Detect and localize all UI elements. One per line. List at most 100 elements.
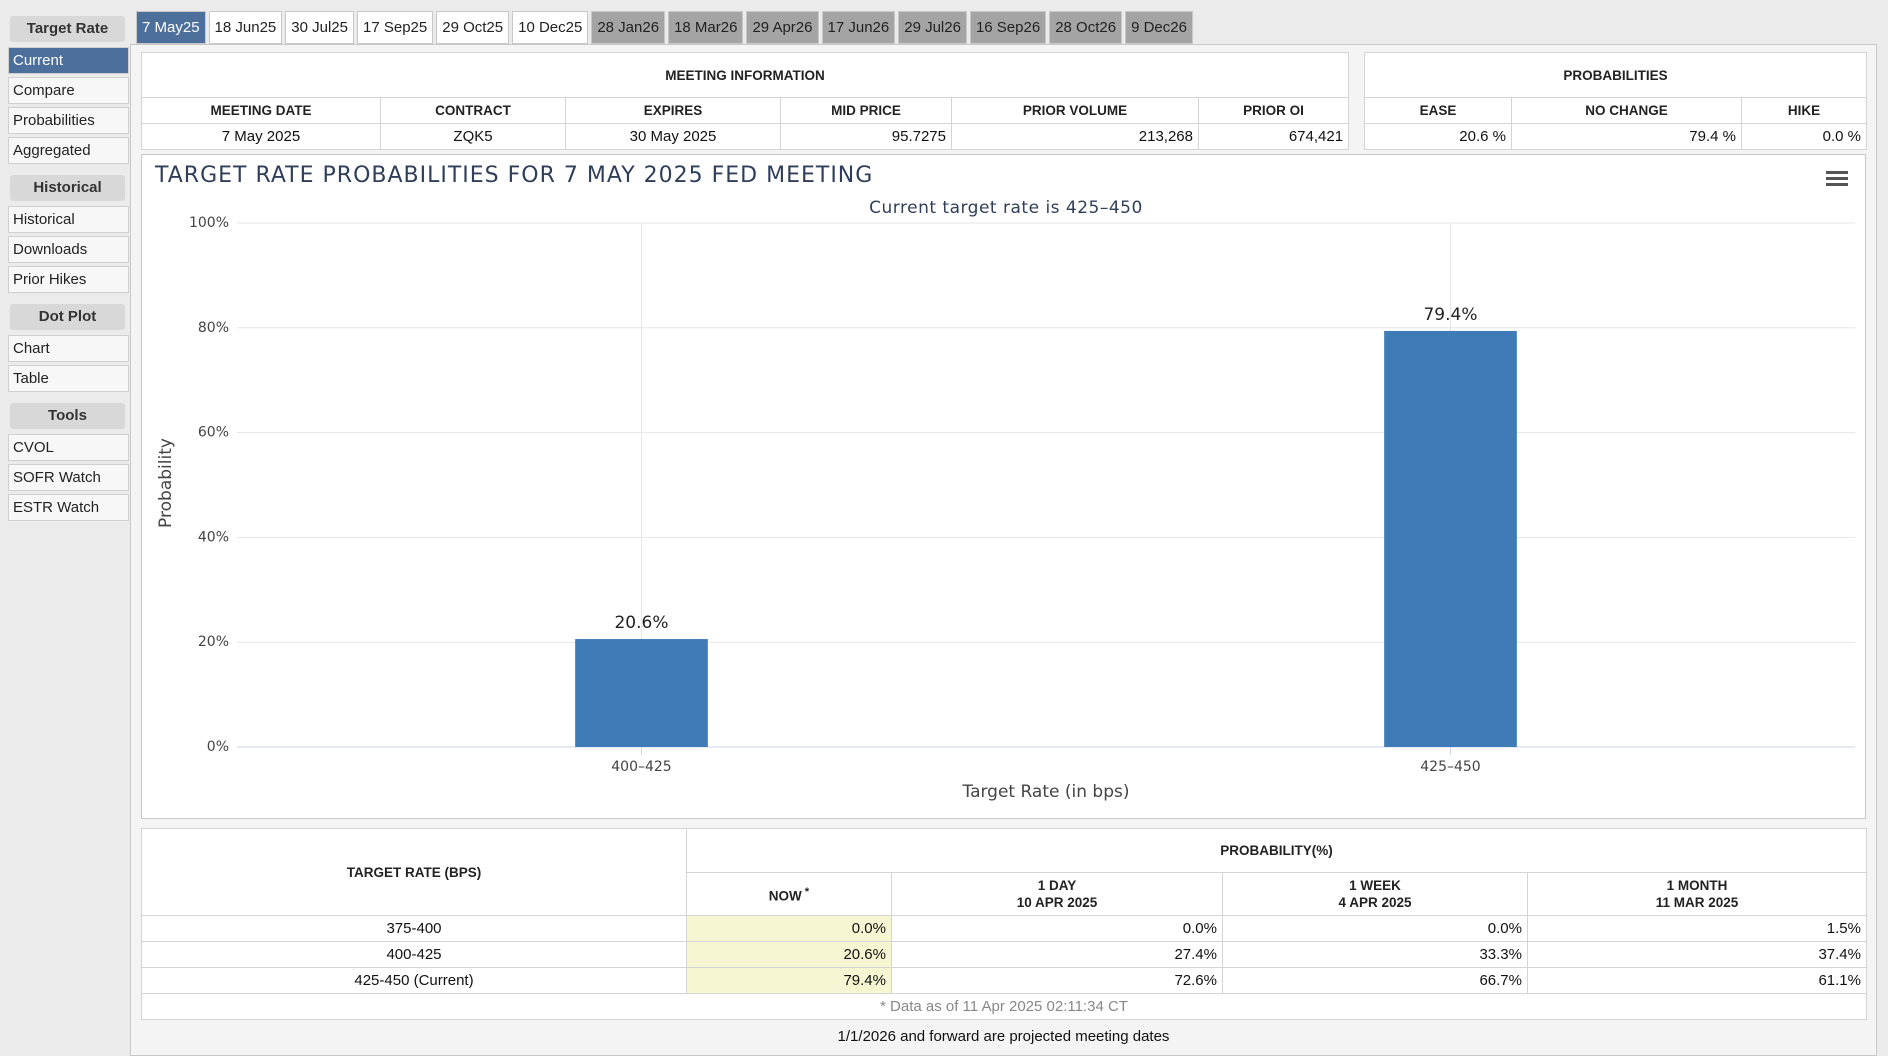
meeting-tab[interactable]: 17 Sep25 [357,11,434,44]
nav-item[interactable]: Historical [8,206,129,233]
data-row: 400-425 20.6% 27.4% 33.3% 37.4% [141,941,1867,968]
column-header: MID PRICE [780,97,952,124]
data-label: 20.6% [614,613,668,633]
column-date: 4 APR 2025 [1338,895,1412,910]
column-header: PRIOR VOLUME [951,97,1199,124]
nav-group-title: Dot Plot [10,304,125,330]
meeting-info-table: MEETING INFORMATION MEETING DATE CONTRACT E… [140,52,1350,150]
nav-item[interactable]: SOFR Watch [8,464,129,491]
meeting-tab[interactable]: 29 Jul26 [898,11,967,44]
probability-cell: 66.7% [1222,967,1528,994]
meeting-tabs: 7 May25 18 Jun25 30 Jul25 17 Sep25 29 Oct25 1… [136,11,1193,44]
cell: 213,268 [951,123,1199,150]
bar [1384,330,1517,747]
meeting-tab[interactable]: 18 Jun25 [208,11,283,44]
meeting-tab[interactable]: 30 Jul25 [285,11,354,44]
nav-group-title: Tools [10,403,125,429]
nav-group: Historical Historical Downloads Prior Hikes [8,175,129,293]
chart: TARGET RATE PROBABILITIES FOR 7 MAY 2025… [154,163,1855,802]
meeting-tab[interactable]: 28 Oct26 [1049,11,1123,44]
nav-item[interactable]: Current [8,47,129,74]
nav-item[interactable]: Chart [8,335,129,362]
menu-bar[interactable] [1826,183,1848,186]
chart-subtitle: Current target rate is 425–450 [869,198,1143,218]
meeting-tab[interactable]: 29 Apr26 [746,11,819,44]
probability-cell: 33.3% [1222,941,1528,968]
column-label: 1 DAY [1037,878,1077,893]
meeting-tab[interactable]: 7 May25 [136,11,206,44]
column-label: 1 MONTH [1666,878,1728,893]
data-label: 79.4% [1423,305,1477,325]
x-tick-label: 400–425 [611,759,671,775]
header-row: MEETING DATE CONTRACT EXPIRES MID PRICE PRIO… [141,97,1350,124]
nav-item[interactable]: Probabilities [8,107,129,134]
y-tick-label: 40% [198,529,229,545]
chart-menu[interactable] [1826,171,1848,186]
nav-item[interactable]: ESTR Watch [8,494,129,521]
meeting-tab[interactable]: 28 Jan26 [591,11,666,44]
probability-cell: 79.4% [686,967,892,994]
menu-bar[interactable] [1826,177,1848,180]
column-label: 1 WEEK [1349,878,1401,893]
cell: 674,421 [1197,123,1350,150]
column-header: PRIOR OI [1197,97,1350,124]
title-row: MEETING INFORMATION [140,52,1350,98]
meeting-tab[interactable]: 17 Jun26 [821,11,896,44]
table-title: PROBABILITIES [1364,52,1867,98]
probabilities-table: PROBABILITIES EASE NO CHANGE HIKE 20.6 % 79.4… [1364,52,1867,150]
column-date: 10 APR 2025 [1016,895,1098,910]
column-header: NOW * [686,872,892,916]
probability-cell: 0.0% [686,915,892,942]
footer-note: 1/1/2026 and forward are projected meeti… [837,1028,1170,1045]
rate-cell: 425-450 (Current) [141,967,687,994]
nav-item[interactable]: Prior Hikes [8,266,129,293]
column-header: HIKE [1741,97,1867,124]
cell: 95.7275 [780,123,952,150]
probability-cell: 27.4% [891,941,1223,968]
probability-cell: 20.6% [686,941,892,968]
x-tick-label: 425–450 [1420,759,1480,775]
nav-item[interactable]: Table [8,365,129,392]
meeting-tab[interactable]: 9 Dec26 [1125,11,1193,44]
header-row: NOW * 1 DAY 10 APR 2025 1 WEEK 4 APR 2025 1 MO… [142,872,1867,916]
probability-cell: 72.6% [891,967,1223,994]
cell: 0.0 % [1741,123,1867,150]
column-header: 1 WEEK 4 APR 2025 [1222,872,1528,916]
column-label: NOW [768,888,802,904]
chart-panel: TARGET RATE PROBABILITIES FOR 7 MAY 2025… [141,154,1866,819]
nav-group: Tools CVOL SOFR Watch ESTR Watch [8,403,129,521]
nav-item[interactable]: CVOL [8,434,129,461]
data-row: 375-400 0.0% 0.0% 0.0% 1.5% [141,915,1867,942]
meeting-tab[interactable]: 18 Mar26 [668,11,744,44]
column-header: EXPIRES [565,97,781,124]
nav-item[interactable]: Compare [8,77,129,104]
sidebar: Target Rate Current Compare Probabilities Ag… [8,16,129,532]
probability-cell: 61.1% [1527,967,1867,994]
meeting-tab[interactable]: 10 Dec25 [512,11,589,44]
probability-cell: 1.5% [1527,915,1867,942]
column-header: 1 MONTH 11 MAR 2025 [1527,872,1867,916]
group-header: PROBABILITY(%) [686,828,1867,873]
cell: 20.6 % [1364,123,1512,150]
y-tick-label: 80% [198,320,229,336]
cell: ZQK5 [380,123,566,150]
probability-table: TARGET RATE (BPS) PROBABILITY(%) NOW * 1 DAY… [141,828,1867,1020]
cell: 30 May 2025 [565,123,781,150]
table-title: MEETING INFORMATION [140,52,1350,98]
header-row: TARGET RATE (BPS) PROBABILITY(%) [141,828,1867,916]
column-date: 11 MAR 2025 [1655,895,1739,910]
probability-cell: 0.0% [891,915,1223,942]
y-tick-label: 20% [198,634,229,650]
meeting-tab[interactable]: 29 Oct25 [436,11,510,44]
data-row: 425-450 (Current) 79.4% 72.6% 66.7% 61.1% [141,967,1867,994]
column-header: CONTRACT [380,97,566,124]
column-header: MEETING DATE [141,97,381,124]
data-note: * Data as of 11 Apr 2025 02:11:34 CT [141,993,1867,1020]
nav-item[interactable]: Aggregated [8,137,129,164]
menu-bar[interactable] [1826,171,1848,174]
chart-title: TARGET RATE PROBABILITIES FOR 7 MAY 2025… [154,163,873,188]
meeting-tab[interactable]: 16 Sep26 [969,11,1047,44]
cell: 7 May 2025 [141,123,381,150]
nav-item[interactable]: Downloads [8,236,129,263]
